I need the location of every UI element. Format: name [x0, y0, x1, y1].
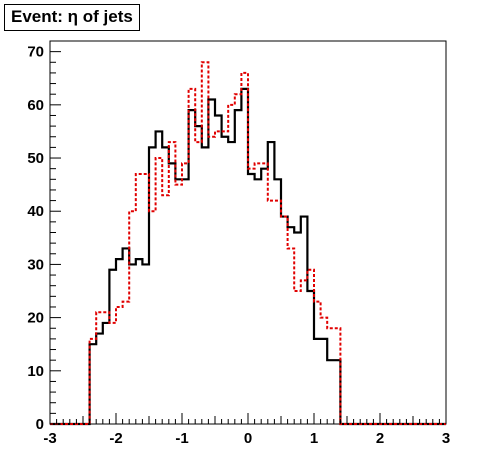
- x-tick-label: -3: [43, 430, 56, 447]
- y-tick-label: 60: [27, 97, 44, 114]
- y-tick-label: 40: [27, 203, 44, 220]
- y-tick-label: 10: [27, 363, 44, 380]
- x-tick-label: 2: [376, 430, 384, 447]
- chart-title-text: Event: η of jets: [11, 7, 133, 26]
- histogram-series-group: [50, 61, 446, 426]
- y-tick-label: 70: [27, 44, 44, 61]
- chart-title: Event: η of jets: [4, 4, 140, 31]
- histogram-series-dashed: [50, 61, 446, 425]
- x-tick-label: 1: [310, 430, 318, 447]
- x-tick-label: 0: [244, 430, 252, 447]
- y-tick-label: 20: [27, 310, 44, 327]
- y-tick-label: 0: [36, 416, 44, 433]
- x-tick-label: -1: [175, 430, 188, 447]
- x-tick-label: 3: [442, 430, 450, 447]
- x-tick-label: -2: [109, 430, 122, 447]
- axes: 0 10 20 30 40 50 60 70 -3 -2 -1 0 1 2 3: [27, 40, 450, 447]
- y-tick-label: 50: [27, 150, 44, 167]
- y-tick-label: 30: [27, 256, 44, 273]
